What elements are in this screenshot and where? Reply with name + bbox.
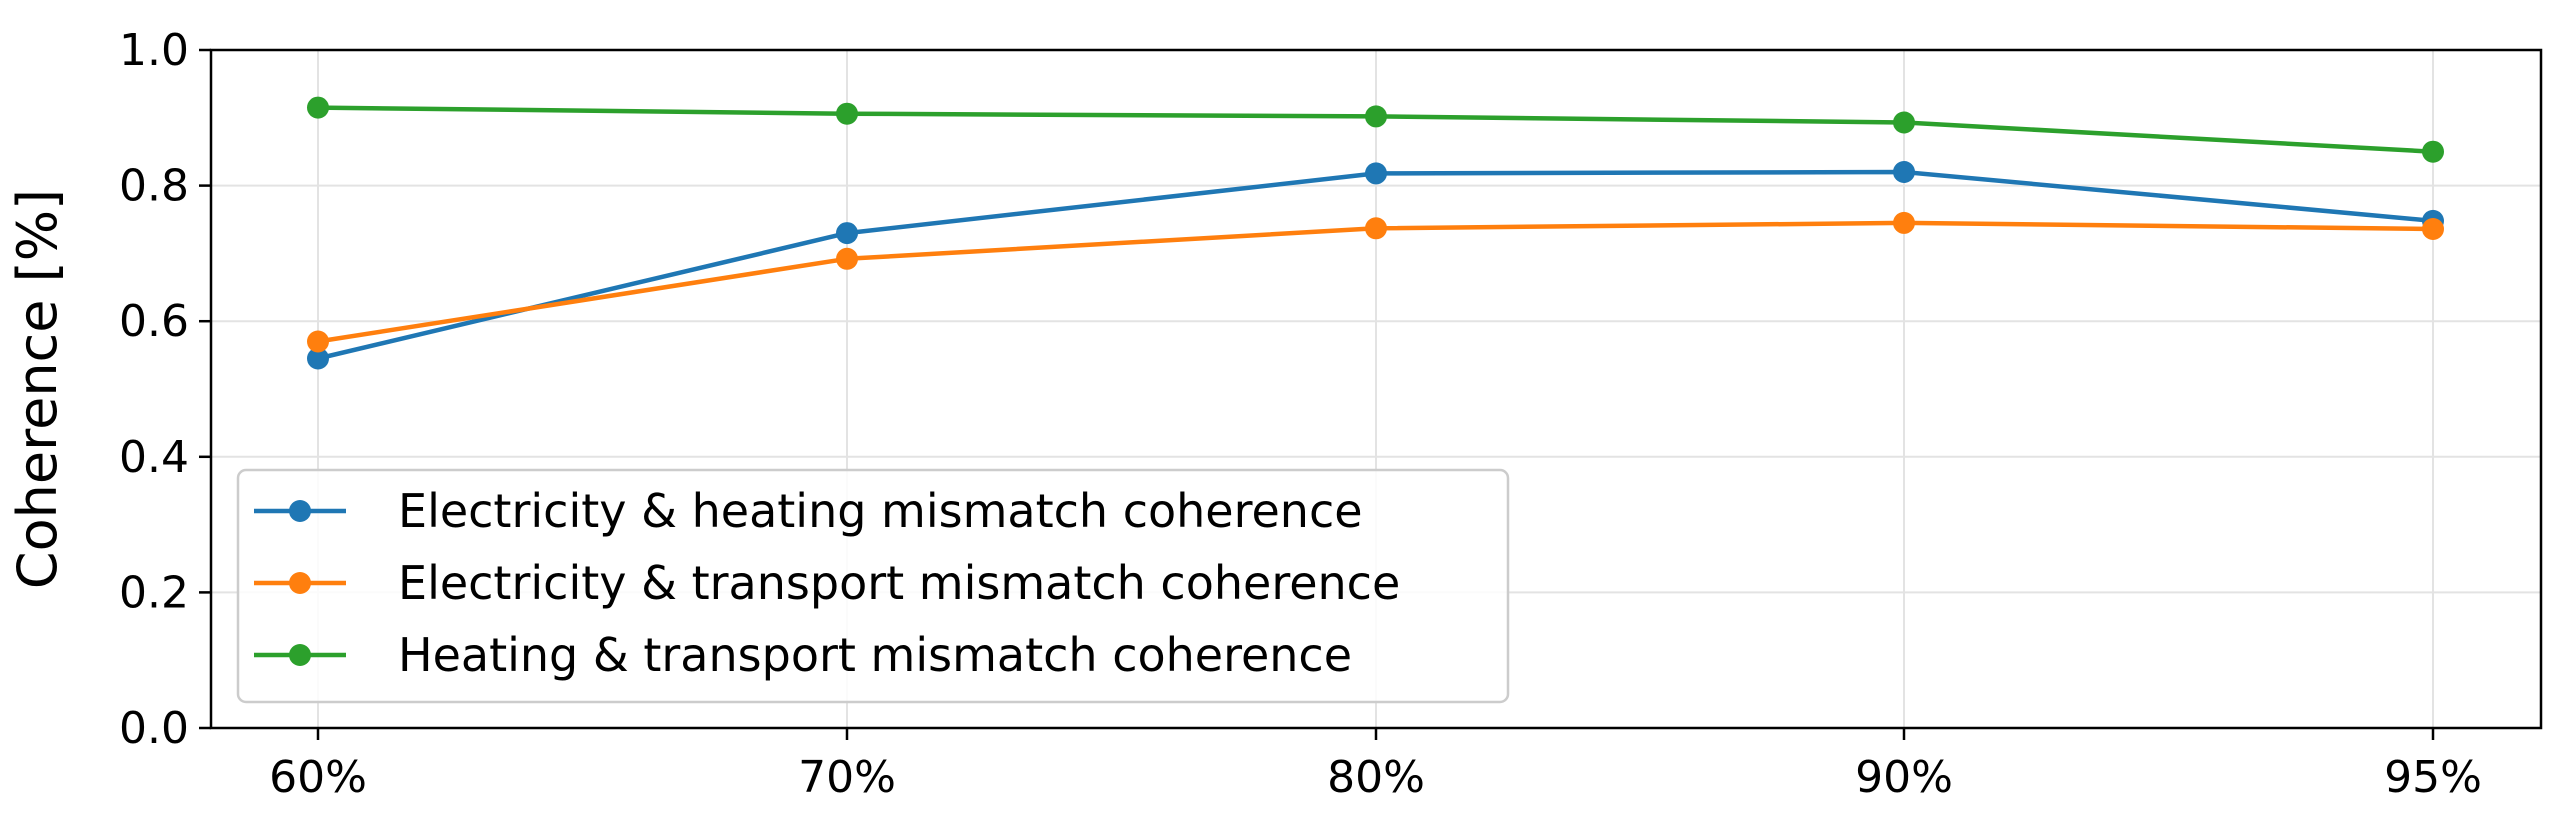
x-tick-label: 90%	[1855, 752, 1953, 803]
legend: Electricity & heating mismatch coherence…	[236, 468, 1510, 704]
series-1	[307, 161, 2444, 370]
data-point	[2422, 140, 2444, 163]
data-point	[836, 247, 858, 270]
y-tick-label: 0.8	[119, 161, 189, 212]
legend-label: Electricity & heating mismatch coherence	[398, 484, 1363, 538]
x-tick-label: 70%	[798, 752, 896, 803]
data-point	[307, 96, 329, 119]
data-point	[836, 102, 858, 125]
data-point	[307, 347, 329, 370]
y-axis-label: Coherence [%]	[6, 189, 69, 589]
legend-marker	[289, 572, 311, 594]
legend-marker	[289, 500, 311, 522]
data-point	[1365, 217, 1387, 240]
x-tick-label: 60%	[269, 752, 367, 803]
data-point	[1365, 105, 1387, 128]
data-point	[1365, 162, 1387, 185]
data-point	[836, 222, 858, 245]
legend-box	[236, 468, 1510, 704]
data-point	[1893, 111, 1915, 134]
y-tick-label: 0.2	[119, 567, 189, 618]
data-point	[2422, 218, 2444, 240]
axis-ticks: 60% 70% 80% 90% 95% 0.0 0.2 0.4 0.6 0.8 1.0	[119, 25, 2482, 803]
y-tick-label: 0.0	[119, 703, 189, 754]
data-point	[307, 330, 329, 353]
series-2	[307, 211, 2444, 353]
data-point	[1893, 211, 1915, 234]
y-tick-label: 0.6	[119, 296, 189, 347]
legend-label: Electricity & transport mismatch coheren…	[398, 556, 1400, 610]
x-tick-label: 80%	[1327, 752, 1425, 803]
legend-marker	[289, 644, 311, 666]
legend-label: Heating & transport mismatch coherence	[398, 628, 1352, 682]
series-3	[307, 96, 2444, 163]
x-tick-label: 95%	[2384, 752, 2482, 803]
series-lines	[307, 96, 2444, 370]
y-tick-label: 0.4	[119, 432, 189, 483]
data-point	[1893, 161, 1915, 183]
y-tick-label: 1.0	[119, 25, 189, 76]
